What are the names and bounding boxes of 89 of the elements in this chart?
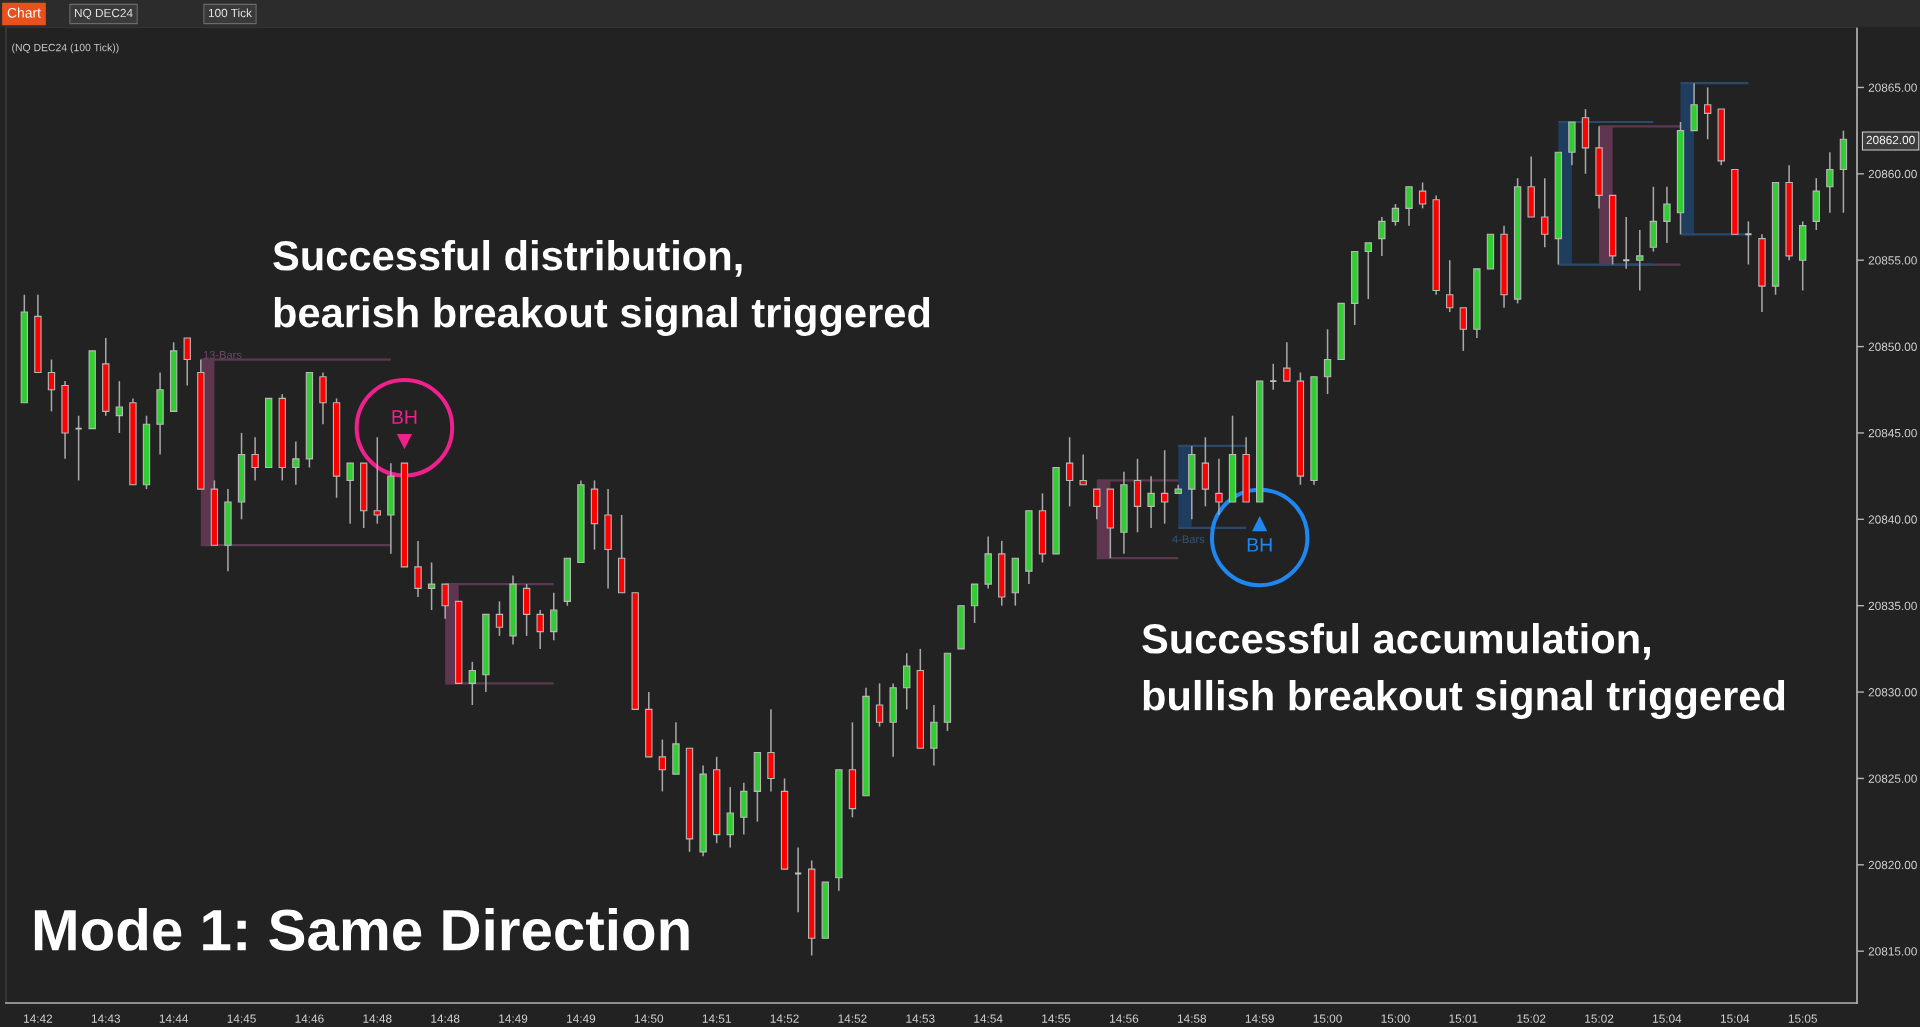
candlestick bbox=[1160, 449, 1169, 525]
candlestick bbox=[550, 591, 558, 642]
candlestick bbox=[536, 609, 544, 650]
y-tick-label: 20820.00 bbox=[1868, 860, 1917, 870]
text: 20862.00 bbox=[1866, 135, 1915, 145]
x-tick-label: 15:00 bbox=[1313, 1014, 1342, 1023]
candlestick bbox=[875, 682, 884, 728]
candlestick bbox=[1826, 151, 1834, 214]
y-tick-label: 20865.00 bbox=[1868, 83, 1917, 92]
x-tick-label: 15:04 bbox=[1720, 1014, 1750, 1023]
y-tick-label: 20835.00 bbox=[1868, 601, 1917, 611]
y-tick-label: 20855.00 bbox=[1868, 256, 1917, 265]
candlestick bbox=[292, 440, 300, 486]
candlestick bbox=[1079, 453, 1087, 486]
y-tick-label: 20815.00 bbox=[1868, 947, 1917, 956]
candlestick bbox=[1378, 216, 1386, 257]
candlestick bbox=[1663, 186, 1671, 244]
candlestick bbox=[1541, 177, 1549, 249]
annotation: Successful accumulation, bullish breakout signal triggered bbox=[1142, 623, 1785, 719]
candlestick bbox=[1364, 242, 1372, 300]
candlestick bbox=[441, 583, 449, 620]
candlestick bbox=[1703, 86, 1712, 141]
x-tick-label: 15:05 bbox=[1788, 1014, 1817, 1023]
series-label: BH bbox=[392, 410, 417, 424]
x-tick-label: 14:50 bbox=[634, 1014, 664, 1023]
annotation: 13-Bars bbox=[203, 350, 242, 359]
x-tick-label: 14:49 bbox=[499, 1014, 528, 1023]
x-tick-label: 14:42 bbox=[24, 1014, 53, 1023]
candlestick bbox=[1446, 259, 1454, 313]
candlestick bbox=[1391, 203, 1400, 227]
text: Chart bbox=[7, 7, 41, 18]
y-tick-label: 20825.00 bbox=[1868, 774, 1917, 783]
text: NQ DEC24 bbox=[74, 8, 133, 20]
y-tick-label: 20850.00 bbox=[1868, 342, 1917, 351]
candlestick bbox=[427, 561, 436, 611]
candlestick bbox=[414, 540, 422, 598]
y-tick-label: 20860.00 bbox=[1868, 169, 1917, 179]
x-tick-label: 14:52 bbox=[838, 1014, 867, 1023]
candlestick bbox=[1459, 306, 1467, 352]
x-tick-label: 15:02 bbox=[1585, 1014, 1614, 1023]
x-tick-label: 14:59 bbox=[1245, 1014, 1274, 1023]
candlestick bbox=[495, 600, 504, 637]
x-tick-label: 14:43 bbox=[91, 1014, 121, 1023]
candlestick bbox=[1636, 229, 1644, 292]
x-tick-label: 14:56 bbox=[1110, 1014, 1139, 1023]
candlestick bbox=[373, 436, 381, 525]
candlestick bbox=[1283, 341, 1291, 382]
x-tick-label: 15:01 bbox=[1449, 1014, 1478, 1023]
x-tick-label: 14:45 bbox=[227, 1014, 256, 1023]
x-tick-label: 14:53 bbox=[906, 1014, 935, 1023]
x-tick-label: 14:54 bbox=[974, 1014, 1003, 1023]
candlestick bbox=[1093, 488, 1101, 521]
x-tick-label: 14:44 bbox=[159, 1014, 189, 1023]
x-tick-label: 15:04 bbox=[1653, 1014, 1682, 1023]
x-tick-label: 15:02 bbox=[1517, 1014, 1546, 1023]
x-tick-label: 14:58 bbox=[1177, 1014, 1207, 1023]
annotation: 4-Bars bbox=[1172, 535, 1205, 544]
candlestick bbox=[1065, 436, 1074, 508]
candlestick bbox=[1405, 186, 1413, 227]
candlestick bbox=[1147, 475, 1155, 529]
x-tick-label: 14:48 bbox=[363, 1014, 392, 1023]
series-label: BH bbox=[1247, 538, 1272, 552]
candlestick bbox=[658, 738, 667, 793]
y-tick-label: 20840.00 bbox=[1868, 515, 1917, 524]
x-tick-label: 14:48 bbox=[431, 1014, 460, 1023]
x-tick-label: 14:52 bbox=[770, 1014, 799, 1023]
annotation: Successful distribution, bearish breakout signal triggered bbox=[273, 240, 930, 336]
candlestick bbox=[903, 652, 911, 711]
candlestick bbox=[1418, 181, 1427, 210]
candlestick bbox=[346, 462, 354, 525]
candlestick bbox=[47, 358, 56, 413]
y-tick-label: 20830.00 bbox=[1868, 688, 1917, 697]
candlestick bbox=[1215, 458, 1223, 516]
annotation: Mode 1: Same Direction bbox=[34, 908, 689, 951]
candlestick bbox=[115, 380, 124, 434]
x-tick-label: 14:46 bbox=[295, 1014, 324, 1023]
x-tick-label: 15:00 bbox=[1381, 1014, 1410, 1023]
x-tick-label: 14:51 bbox=[702, 1014, 731, 1023]
candlestick bbox=[726, 786, 734, 849]
candlestick bbox=[468, 661, 476, 706]
x-tick-label: 14:49 bbox=[567, 1014, 596, 1023]
x-tick-label: 14:55 bbox=[1042, 1014, 1071, 1023]
candlestick bbox=[183, 337, 191, 387]
text: (NQ DEC24 (100 Tick)) bbox=[12, 43, 119, 54]
candlestick bbox=[251, 436, 259, 482]
candlestick bbox=[970, 583, 979, 624]
text: 100 Tick bbox=[208, 8, 252, 18]
candlestick bbox=[1323, 328, 1332, 395]
y-tick-label: 20845.00 bbox=[1868, 428, 1917, 438]
